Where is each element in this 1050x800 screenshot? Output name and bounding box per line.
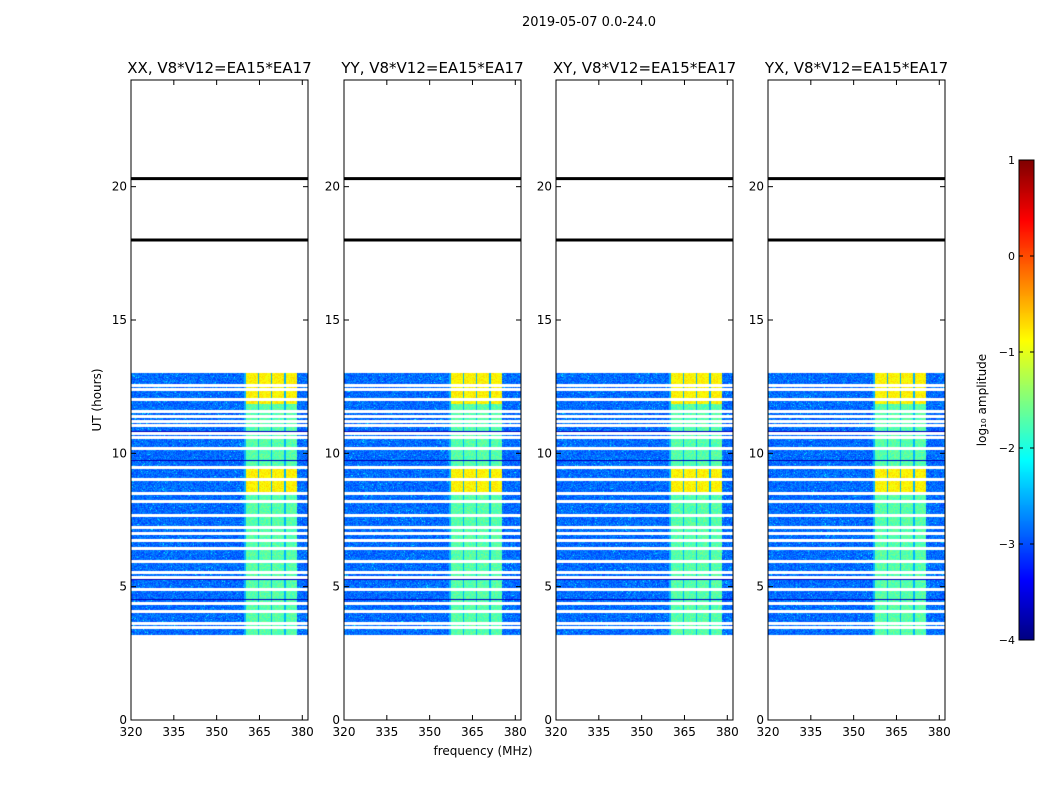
panel-3: 320 335 350 365 380 0 5 10 15 20 XY, V8*V12=EA15*E… — [537, 59, 739, 739]
x-tick-label: 350 — [418, 725, 441, 739]
plot-frame — [343, 79, 522, 721]
x-axis: 320 335 350 365 380 — [333, 80, 527, 739]
y-tick-label: 20 — [112, 180, 127, 194]
x-tick-label: 380 — [716, 725, 739, 739]
plot-frame — [767, 79, 946, 721]
colorbar-tick-label: 0 — [1008, 250, 1015, 263]
panel-2: 320 335 350 365 380 0 5 10 15 20 YY, V8*V12=EA15*E… — [325, 59, 533, 758]
colorbar-gradient — [1019, 160, 1034, 640]
y-tick-label: 0 — [544, 713, 552, 727]
x-tick-label: 350 — [205, 725, 228, 739]
x-tick-label: 320 — [545, 725, 568, 739]
panel-1: 320 335 350 365 380 0 5 10 15 20 XX, V8*V12=EA15*E… — [90, 59, 314, 739]
x-tick-label: 320 — [333, 725, 356, 739]
panel-title: YY, V8*V12=EA15*EA17 — [340, 59, 523, 77]
plot-frame — [555, 79, 734, 721]
heatmap-image — [768, 80, 945, 720]
heatmap-image — [131, 80, 308, 720]
y-axis: 0 5 10 15 20 — [325, 180, 521, 727]
y-axis: 0 5 10 15 20 — [537, 180, 733, 727]
x-tick-label: 365 — [461, 725, 484, 739]
y-tick-label: 20 — [749, 180, 764, 194]
colorbar-label: log₁₀ amplitude — [975, 354, 989, 446]
y-tick-label: 0 — [119, 713, 127, 727]
x-tick-label: 380 — [928, 725, 951, 739]
y-tick-label: 0 — [332, 713, 340, 727]
panel-title: XY, V8*V12=EA15*EA17 — [553, 59, 736, 77]
colorbar-tick-label: −2 — [999, 442, 1015, 455]
x-tick-label: 320 — [120, 725, 143, 739]
y-tick-label: 15 — [749, 313, 764, 327]
y-axis-label: UT (hours) — [90, 368, 104, 431]
y-tick-label: 10 — [537, 446, 552, 460]
x-tick-label: 350 — [630, 725, 653, 739]
colorbar-tick-label: −3 — [999, 538, 1015, 551]
x-tick-label: 380 — [291, 725, 314, 739]
panel-title: XX, V8*V12=EA15*EA17 — [127, 59, 311, 77]
x-tick-label: 335 — [162, 725, 185, 739]
plot-frame — [130, 79, 309, 721]
x-tick-label: 335 — [587, 725, 610, 739]
y-tick-label: 10 — [749, 446, 764, 460]
y-tick-label: 5 — [119, 580, 127, 594]
heatmap-image — [344, 80, 521, 720]
y-tick-label: 5 — [756, 580, 764, 594]
y-tick-label: 10 — [112, 446, 127, 460]
x-tick-label: 335 — [799, 725, 822, 739]
panels: 320 335 350 365 380 0 5 10 15 20 XX, V8*V12=EA15*E… — [90, 59, 951, 758]
y-tick-label: 15 — [537, 313, 552, 327]
x-axis: 320 335 350 365 380 — [545, 80, 739, 739]
colorbar-frame — [1018, 159, 1035, 641]
figure-suptitle: 2019-05-07 0.0-24.0 — [522, 15, 656, 30]
x-axis: 320 335 350 365 380 — [757, 80, 951, 739]
y-tick-label: 15 — [112, 313, 127, 327]
x-axis-label: frequency (MHz) — [433, 744, 532, 758]
x-tick-label: 380 — [504, 725, 527, 739]
x-axis: 320 335 350 365 380 — [120, 80, 314, 739]
y-axis: 0 5 10 15 20 — [112, 180, 308, 727]
y-tick-label: 10 — [325, 446, 340, 460]
panel-4: 320 335 350 365 380 0 5 10 15 20 YX, V8*V12=EA15*E… — [749, 59, 951, 739]
y-tick-label: 5 — [544, 580, 552, 594]
colorbar: 1 0 −1 −2 −3 −4 log₁₀ amplitude — [975, 154, 1035, 647]
x-tick-label: 365 — [673, 725, 696, 739]
y-tick-label: 20 — [325, 180, 340, 194]
x-tick-label: 320 — [757, 725, 780, 739]
heatmap-image — [556, 80, 733, 720]
y-tick-label: 15 — [325, 313, 340, 327]
x-tick-label: 365 — [885, 725, 908, 739]
y-tick-label: 5 — [332, 580, 340, 594]
panel-title: YX, V8*V12=EA15*EA17 — [764, 59, 948, 77]
colorbar-tick-label: −4 — [999, 634, 1015, 647]
x-tick-label: 335 — [375, 725, 398, 739]
y-axis: 0 5 10 15 20 — [749, 180, 945, 727]
y-tick-label: 0 — [756, 713, 764, 727]
y-tick-label: 20 — [537, 180, 552, 194]
x-tick-label: 365 — [248, 725, 271, 739]
colorbar-tick-label: 1 — [1008, 154, 1015, 167]
x-tick-label: 350 — [842, 725, 865, 739]
colorbar-tick-label: −1 — [999, 346, 1015, 359]
